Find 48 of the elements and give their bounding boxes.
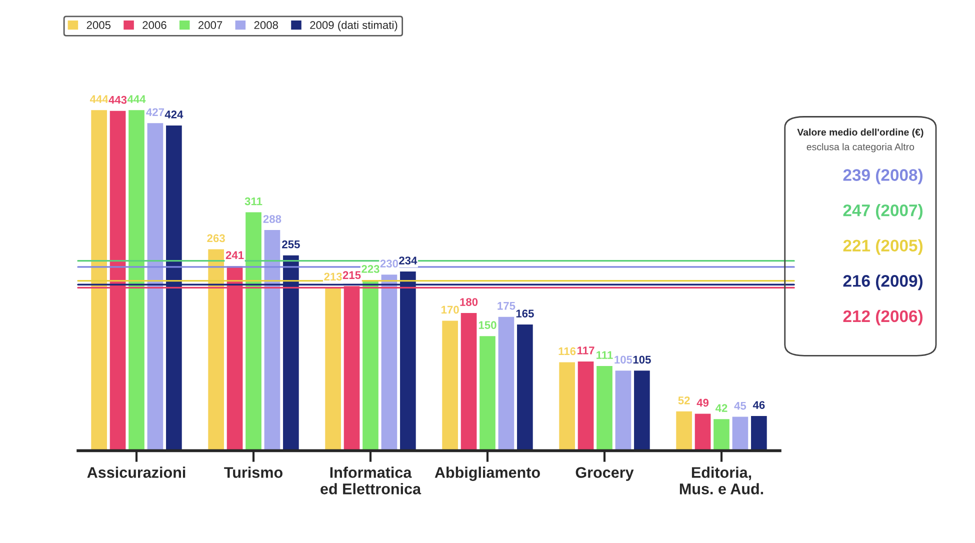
x-tick-label: Grocery xyxy=(576,467,634,481)
data-label: 443 xyxy=(108,96,127,104)
data-label: 150 xyxy=(478,321,496,330)
legend-label: 2008 xyxy=(254,21,278,30)
ref-line-label: 216 (2009) xyxy=(843,274,923,290)
legend-label: 2009 (dati stimati) xyxy=(310,20,398,32)
legend-label: 2006 xyxy=(142,21,166,30)
text: Valore medio dell'ordine (€) xyxy=(797,128,924,138)
data-label: 223 xyxy=(362,265,380,273)
data-label: 424 xyxy=(164,110,184,118)
legend-label: 2005 xyxy=(86,21,111,30)
ref-line-label: 247 (2007) xyxy=(843,204,923,220)
data-label: 105 xyxy=(633,356,651,364)
x-tick-label: Editoria, Mus. e Aud. xyxy=(680,466,764,494)
x-tick-label: Abbigliamento xyxy=(434,466,540,481)
data-label: 241 xyxy=(226,251,244,259)
data-label: 46 xyxy=(752,401,765,409)
data-label: 111 xyxy=(596,351,613,359)
data-label: 213 xyxy=(324,272,342,281)
data-label: 215 xyxy=(342,271,361,280)
data-label: 42 xyxy=(715,404,728,412)
data-label: 444 xyxy=(127,95,146,103)
data-label: 230 xyxy=(380,260,398,268)
x-tick-label: Assicurazioni xyxy=(87,466,186,478)
data-label: 52 xyxy=(678,396,690,404)
data-label: 165 xyxy=(516,310,534,318)
data-label: 255 xyxy=(282,240,300,248)
data-label: 117 xyxy=(578,346,594,354)
x-tick-label: Informatica ed Elettronica xyxy=(320,466,422,494)
data-label: 288 xyxy=(263,215,282,223)
data-label: 175 xyxy=(498,302,516,310)
data-label: 180 xyxy=(460,298,478,306)
data-label: 45 xyxy=(734,402,746,410)
data-label: 263 xyxy=(207,234,225,242)
data-label: 234 xyxy=(399,256,418,264)
x-tick-label: Turismo xyxy=(224,466,282,478)
data-label: 170 xyxy=(441,306,459,314)
data-label: 49 xyxy=(696,398,709,407)
legend-label: 2007 xyxy=(198,21,222,30)
data-label: 116 xyxy=(558,347,576,356)
data-label: 105 xyxy=(614,356,632,364)
data-label: 444 xyxy=(90,95,108,103)
ref-line-label: 221 (2005) xyxy=(843,239,923,255)
ref-line-label: 239 (2008) xyxy=(843,168,923,184)
text: esclusa la categoria Altro xyxy=(806,143,914,152)
data-label: 427 xyxy=(146,108,164,116)
ref-line-label: 212 (2006) xyxy=(843,310,923,326)
data-label: 311 xyxy=(244,197,262,206)
